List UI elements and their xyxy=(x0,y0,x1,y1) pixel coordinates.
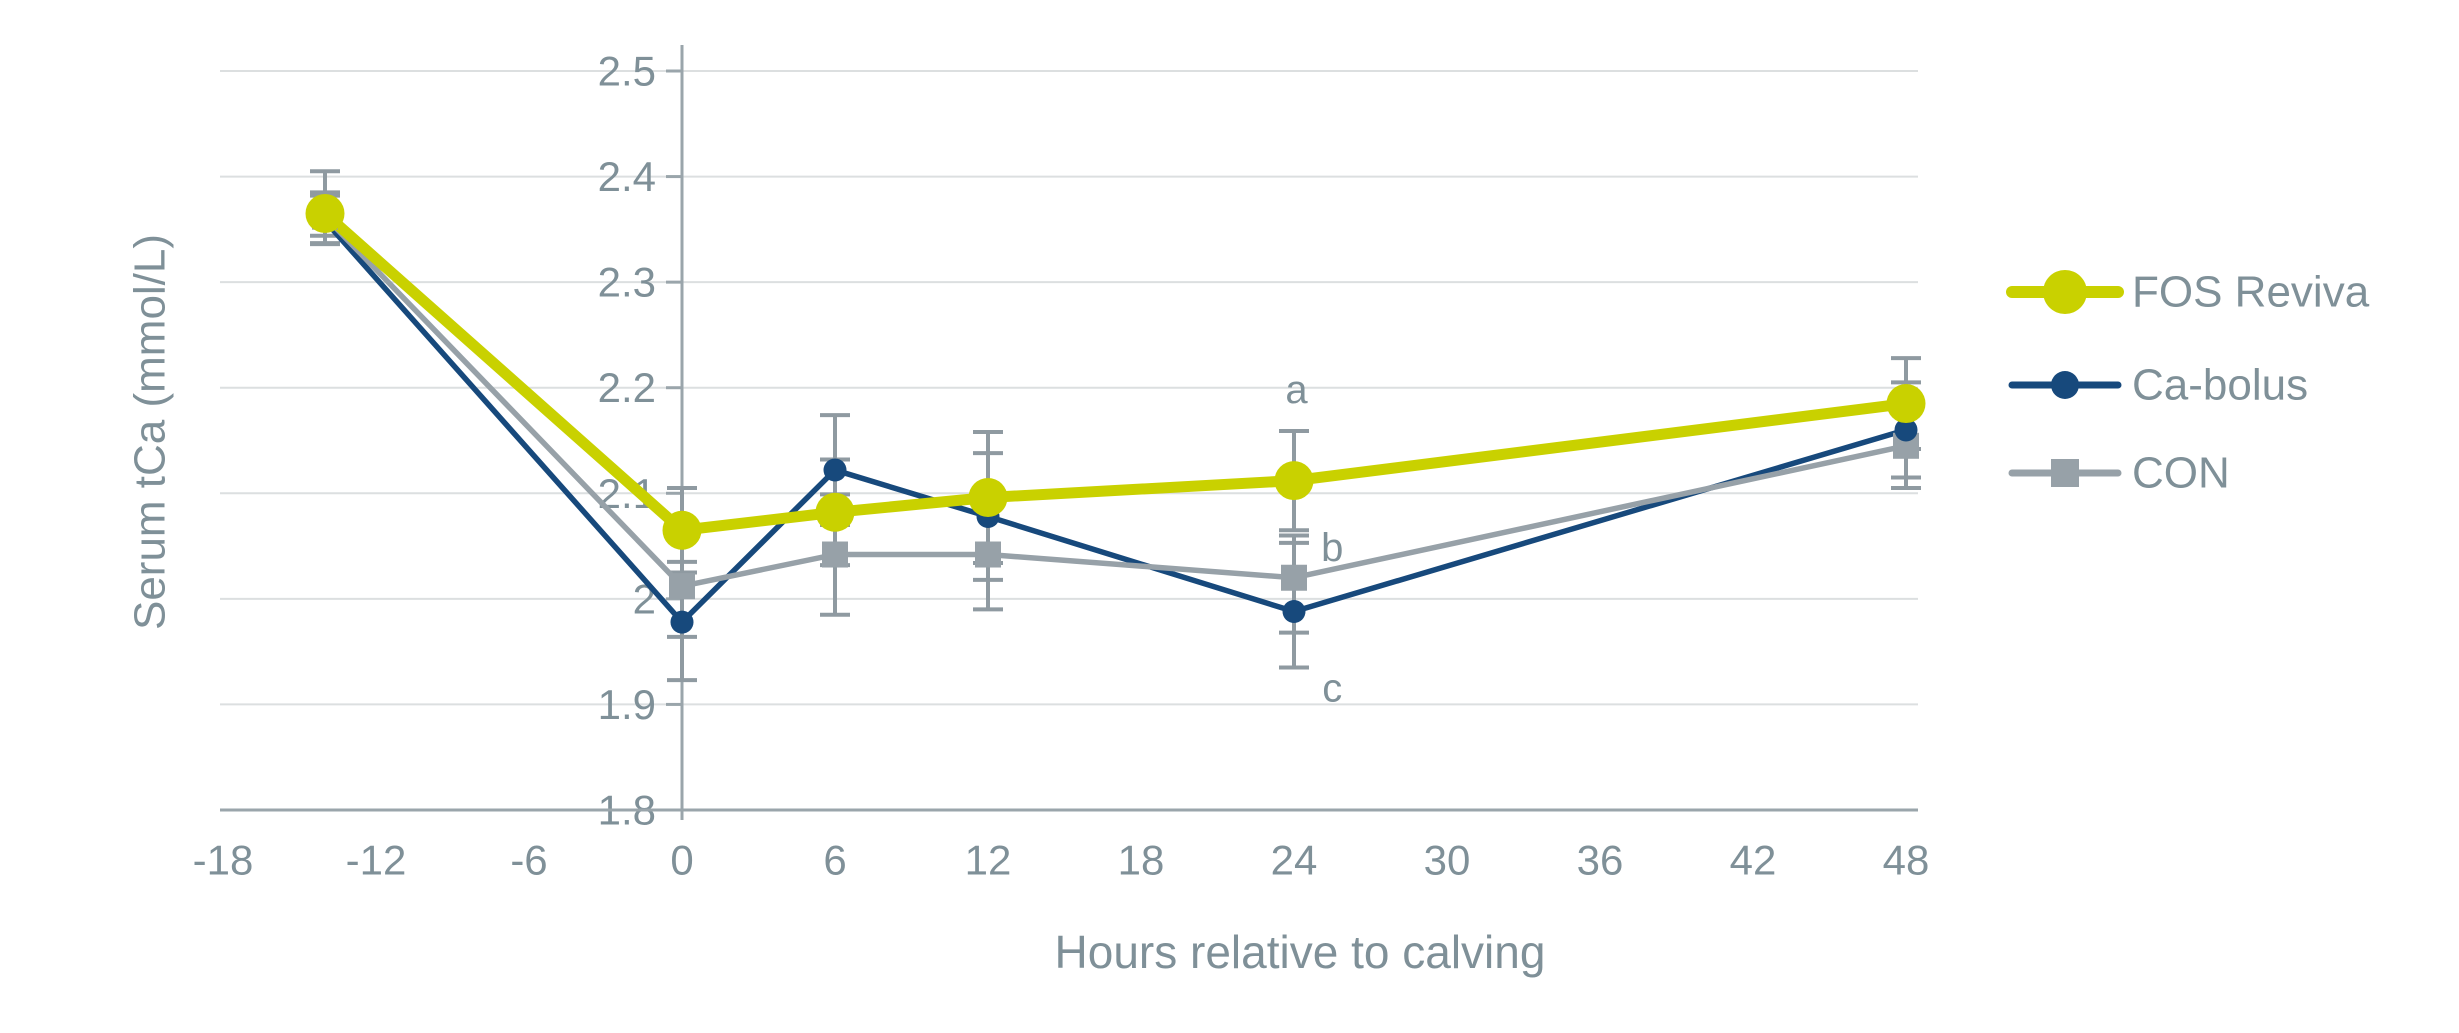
marker-fos-reviva xyxy=(1274,461,1314,501)
marker-con xyxy=(975,541,1001,568)
marker-ca-bolus xyxy=(1894,418,1918,442)
annotation-b: b xyxy=(1321,526,1343,570)
y-axis-title: Serum tCa (mmol/L) xyxy=(126,234,175,630)
marker-ca-bolus xyxy=(1282,600,1306,624)
y-tick-label: 2.3 xyxy=(598,259,656,306)
x-tick-label: 36 xyxy=(1577,837,1624,884)
y-tick-label: 2.5 xyxy=(598,48,656,95)
x-tick-label: 18 xyxy=(1118,837,1165,884)
x-tick-label: -18 xyxy=(193,837,254,884)
marker-fos-reviva xyxy=(662,510,702,550)
legend-item-con: CON xyxy=(2008,449,2230,498)
marker-fos-reviva xyxy=(968,478,1008,518)
marker-con xyxy=(822,541,848,568)
legend-label-con: CON xyxy=(2132,449,2230,498)
marker-fos-reviva xyxy=(1886,384,1926,424)
y-tick-label: 1.9 xyxy=(598,681,656,728)
marker-con xyxy=(669,573,695,600)
x-tick-label: -6 xyxy=(510,837,547,884)
x-tick-label: 48 xyxy=(1883,837,1930,884)
series-line-fos-reviva xyxy=(319,208,1912,536)
legend-item-fos-reviva: FOS Reviva xyxy=(2006,268,2370,317)
marker-fos-reviva xyxy=(305,194,345,234)
legend-swatch-marker-ca-bolus xyxy=(2051,371,2079,399)
annotation-a: a xyxy=(1285,368,1308,412)
marker-ca-bolus xyxy=(823,458,847,482)
x-tick-label: -12 xyxy=(346,837,407,884)
legend-swatch-marker-fos-reviva xyxy=(2043,270,2087,314)
x-tick-label: 0 xyxy=(670,837,693,884)
x-tick-label: 30 xyxy=(1424,837,1471,884)
legend-swatch-marker-con xyxy=(2051,459,2079,487)
series-line-con xyxy=(322,213,1909,589)
annotation-c: c xyxy=(1322,667,1342,711)
x-tick-label: 24 xyxy=(1271,837,1318,884)
x-tick-label: 42 xyxy=(1730,837,1777,884)
marker-con xyxy=(1281,564,1307,591)
legend-label-ca-bolus: Ca-bolus xyxy=(2132,361,2308,410)
x-axis-title: Hours relative to calving xyxy=(1055,926,1546,978)
marker-ca-bolus xyxy=(670,610,694,634)
x-tick-label: 12 xyxy=(965,837,1012,884)
marker-fos-reviva xyxy=(815,492,855,532)
y-tick-label: 2.4 xyxy=(598,153,656,200)
y-tick-label: 2.2 xyxy=(598,364,656,411)
x-tick-label: 6 xyxy=(823,837,846,884)
legend-label-fos-reviva: FOS Reviva xyxy=(2132,268,2370,317)
series-line-ca-bolus xyxy=(322,218,1909,625)
legend-item-ca-bolus: Ca-bolus xyxy=(2008,361,2308,410)
